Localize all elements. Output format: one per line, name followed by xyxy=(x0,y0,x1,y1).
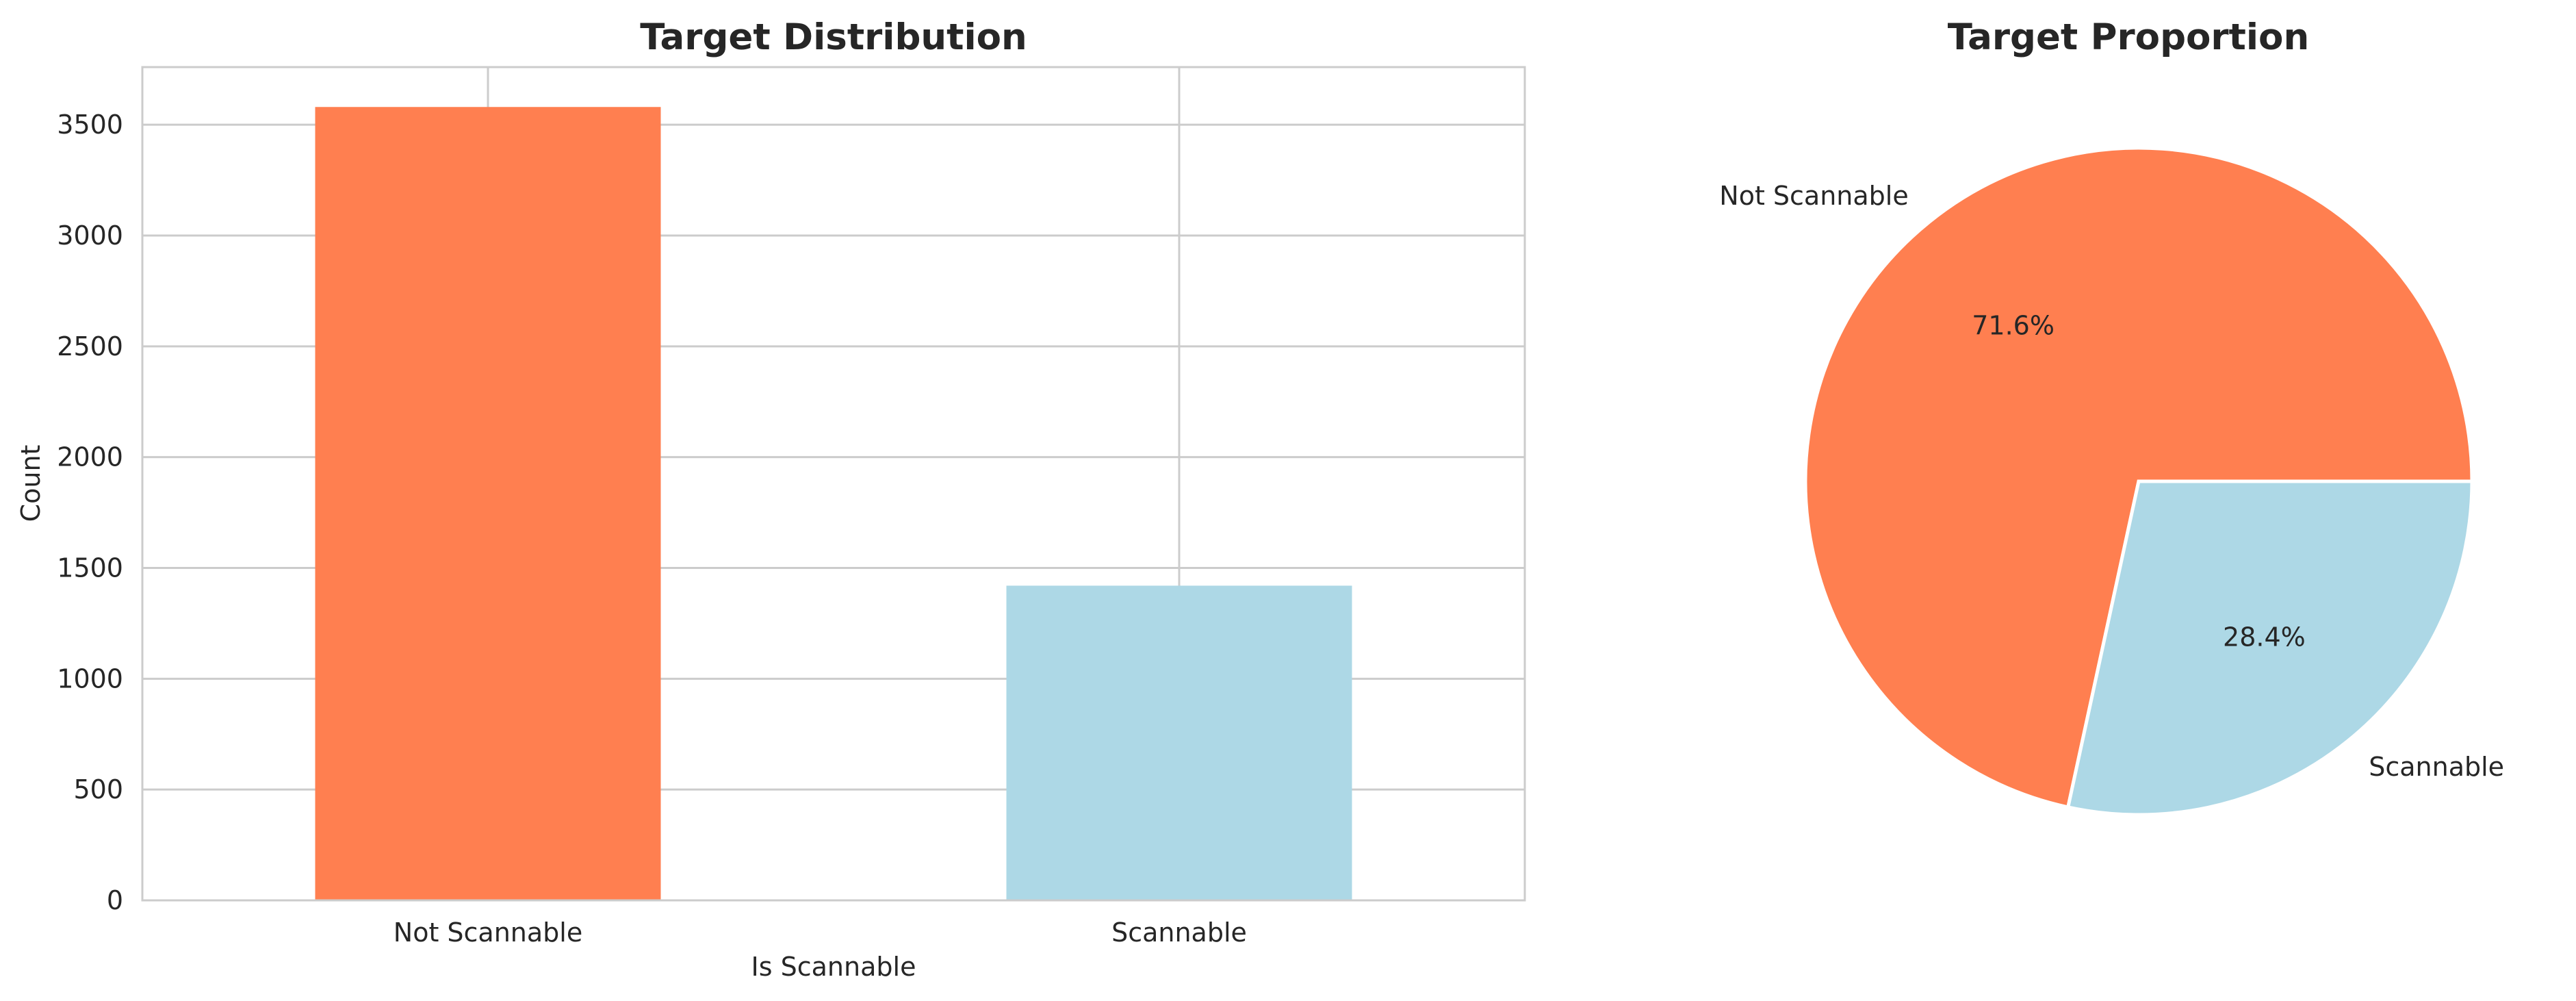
pie-percent-label: 28.4% xyxy=(2223,622,2306,652)
bar-chart-title: Target Distribution xyxy=(640,16,1027,58)
bar-y-tick-label: 1500 xyxy=(57,553,123,583)
pie-chart-panel: Target Proportion Not Scannable 71.6% Scan… xyxy=(1719,16,2504,817)
bar-y-tick-label: 0 xyxy=(107,885,123,915)
pie-slice-not-scannable xyxy=(1803,146,2474,809)
bar-x-tick-labels: Not Scannable Scannable xyxy=(394,917,1247,948)
bar-not-scannable xyxy=(315,107,661,901)
bar-chart-panel: 0 500 1000 1500 2000 2500 3000 3500 Not Scannab… xyxy=(16,16,1526,982)
pie-label: Not Scannable xyxy=(1719,181,1908,211)
pie-chart-title: Target Proportion xyxy=(1948,16,2309,58)
bar-x-tick-label: Not Scannable xyxy=(394,917,582,948)
bar-y-tick-label: 3500 xyxy=(57,110,123,140)
bar-y-tick-label: 1000 xyxy=(57,663,123,694)
bar-plot-frame xyxy=(141,66,1526,902)
pie-labels: Not Scannable 71.6% Scannable 28.4% xyxy=(1719,181,2504,782)
bar-y-tick-label: 500 xyxy=(73,774,123,804)
pie-label: Scannable xyxy=(2369,752,2504,782)
pie-slices xyxy=(1803,146,2474,817)
pie-slice-scannable xyxy=(2065,479,2474,817)
bar-y-axis-label: Count xyxy=(16,445,46,522)
bar-y-tick-label: 2000 xyxy=(57,442,123,472)
bar-x-axis-label: Is Scannable xyxy=(751,952,916,982)
bar-y-tick-labels: 0 500 1000 1500 2000 2500 3000 3500 xyxy=(57,110,123,915)
bar-bars xyxy=(315,107,1352,901)
bar-x-tick-label: Scannable xyxy=(1111,917,1247,948)
bar-scannable xyxy=(1006,585,1352,900)
bar-y-tick-label: 3000 xyxy=(57,220,123,251)
bar-y-tick-label: 2500 xyxy=(57,331,123,362)
pie-percent-label: 71.6% xyxy=(1972,311,2055,341)
